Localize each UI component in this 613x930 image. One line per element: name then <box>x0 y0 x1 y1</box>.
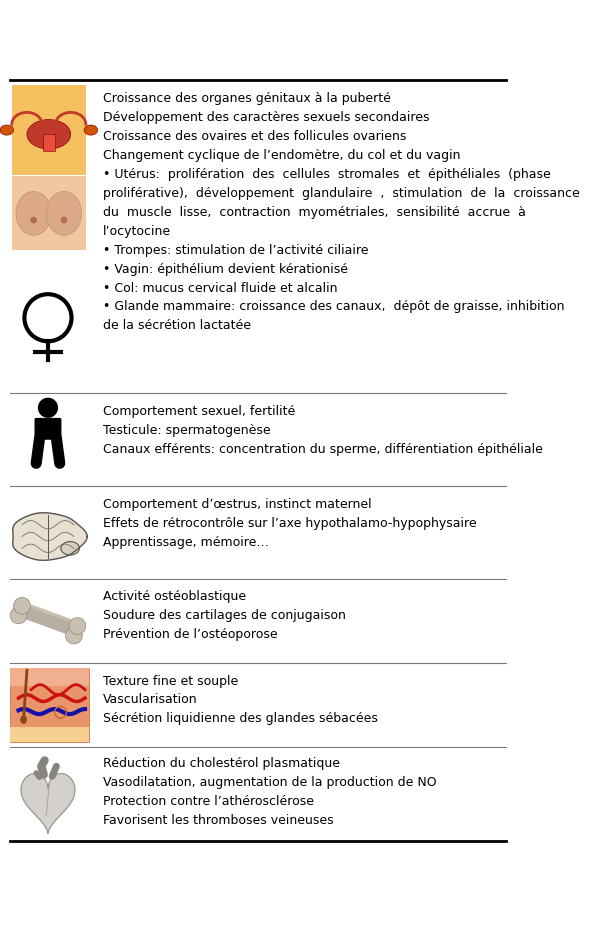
Circle shape <box>30 217 37 223</box>
Circle shape <box>10 607 27 624</box>
Ellipse shape <box>61 541 80 555</box>
Circle shape <box>69 618 86 634</box>
Text: Texture fine et souple: Texture fine et souple <box>102 674 238 687</box>
FancyBboxPatch shape <box>12 177 86 250</box>
FancyBboxPatch shape <box>34 418 61 440</box>
Text: Canaux efférents: concentration du sperme, différentiation épithéliale: Canaux efférents: concentration du sperm… <box>102 443 543 456</box>
FancyBboxPatch shape <box>10 727 89 742</box>
Ellipse shape <box>0 125 13 135</box>
Text: • Vagin: épithélium devient kérationisé: • Vagin: épithélium devient kérationisé <box>102 262 348 275</box>
Polygon shape <box>13 512 87 561</box>
Ellipse shape <box>84 125 97 135</box>
Text: du  muscle  lisse,  contraction  myométriales,  sensibilité  accrue  à: du muscle lisse, contraction myométriale… <box>102 206 525 219</box>
Text: Développement des caractères sexuels secondaires: Développement des caractères sexuels sec… <box>102 112 429 124</box>
Text: • Utérus:  prolifération  des  cellules  stromales  et  épithéliales  (phase: • Utérus: prolifération des cellules str… <box>102 168 550 181</box>
Text: • Col: mucus cervical fluide et alcalin: • Col: mucus cervical fluide et alcalin <box>102 282 337 295</box>
Circle shape <box>61 217 67 223</box>
Ellipse shape <box>27 120 70 149</box>
Text: de la sécrétion lactatée: de la sécrétion lactatée <box>102 319 251 332</box>
Text: Favorisent les thromboses veineuses: Favorisent les thromboses veineuses <box>102 814 333 827</box>
Ellipse shape <box>16 192 51 235</box>
FancyBboxPatch shape <box>12 86 86 175</box>
Text: Testicule: spermatogenèse: Testicule: spermatogenèse <box>102 424 270 437</box>
Text: Changement cyclique de l’endomètre, du col et du vagin: Changement cyclique de l’endomètre, du c… <box>102 149 460 162</box>
Text: Vasodilatation, augmentation de la production de NO: Vasodilatation, augmentation de la produ… <box>102 776 436 789</box>
Text: • Glande mammaire: croissance des canaux,  dépôt de graisse, inhibition: • Glande mammaire: croissance des canaux… <box>102 300 564 313</box>
Text: proliférative),  développement  glandulaire  ,  stimulation  de  la  croissance: proliférative), développement glandulair… <box>102 187 579 200</box>
FancyBboxPatch shape <box>43 134 55 151</box>
Ellipse shape <box>47 192 82 235</box>
Text: Croissance des ovaires et des follicules ovariens: Croissance des ovaires et des follicules… <box>102 130 406 143</box>
Circle shape <box>13 597 31 615</box>
Text: Activité ostéoblastique: Activité ostéoblastique <box>102 591 246 604</box>
Text: Comportement d’œstrus, instinct maternel: Comportement d’œstrus, instinct maternel <box>102 498 371 511</box>
Text: Apprentissage, mémoire…: Apprentissage, mémoire… <box>102 536 268 549</box>
Text: Réduction du cholestérol plasmatique: Réduction du cholestérol plasmatique <box>102 757 340 770</box>
Text: Protection contre l’athérosclérose: Protection contre l’athérosclérose <box>102 795 314 808</box>
Circle shape <box>38 398 58 418</box>
Text: Comportement sexuel, fertilité: Comportement sexuel, fertilité <box>102 405 295 419</box>
Text: Vascularisation: Vascularisation <box>102 694 197 707</box>
FancyBboxPatch shape <box>10 668 89 686</box>
Text: Effets de rétrocontrôle sur l’axe hypothalamo-hypophysaire: Effets de rétrocontrôle sur l’axe hypoth… <box>102 517 476 530</box>
Polygon shape <box>21 774 75 833</box>
Text: Soudure des cartilages de conjugaison: Soudure des cartilages de conjugaison <box>102 609 346 622</box>
Text: l’ocytocine: l’ocytocine <box>102 225 171 238</box>
FancyBboxPatch shape <box>10 668 89 742</box>
Text: Sécrétion liquidienne des glandes sébacées: Sécrétion liquidienne des glandes sébacé… <box>102 712 378 725</box>
Circle shape <box>66 627 82 644</box>
Text: Croissance des organes génitaux à la puberté: Croissance des organes génitaux à la pub… <box>102 92 390 105</box>
Text: • Trompes: stimulation de l’activité ciliaire: • Trompes: stimulation de l’activité cil… <box>102 244 368 257</box>
Text: Prévention de l’ostéoporose: Prévention de l’ostéoporose <box>102 629 277 642</box>
Ellipse shape <box>20 715 27 724</box>
